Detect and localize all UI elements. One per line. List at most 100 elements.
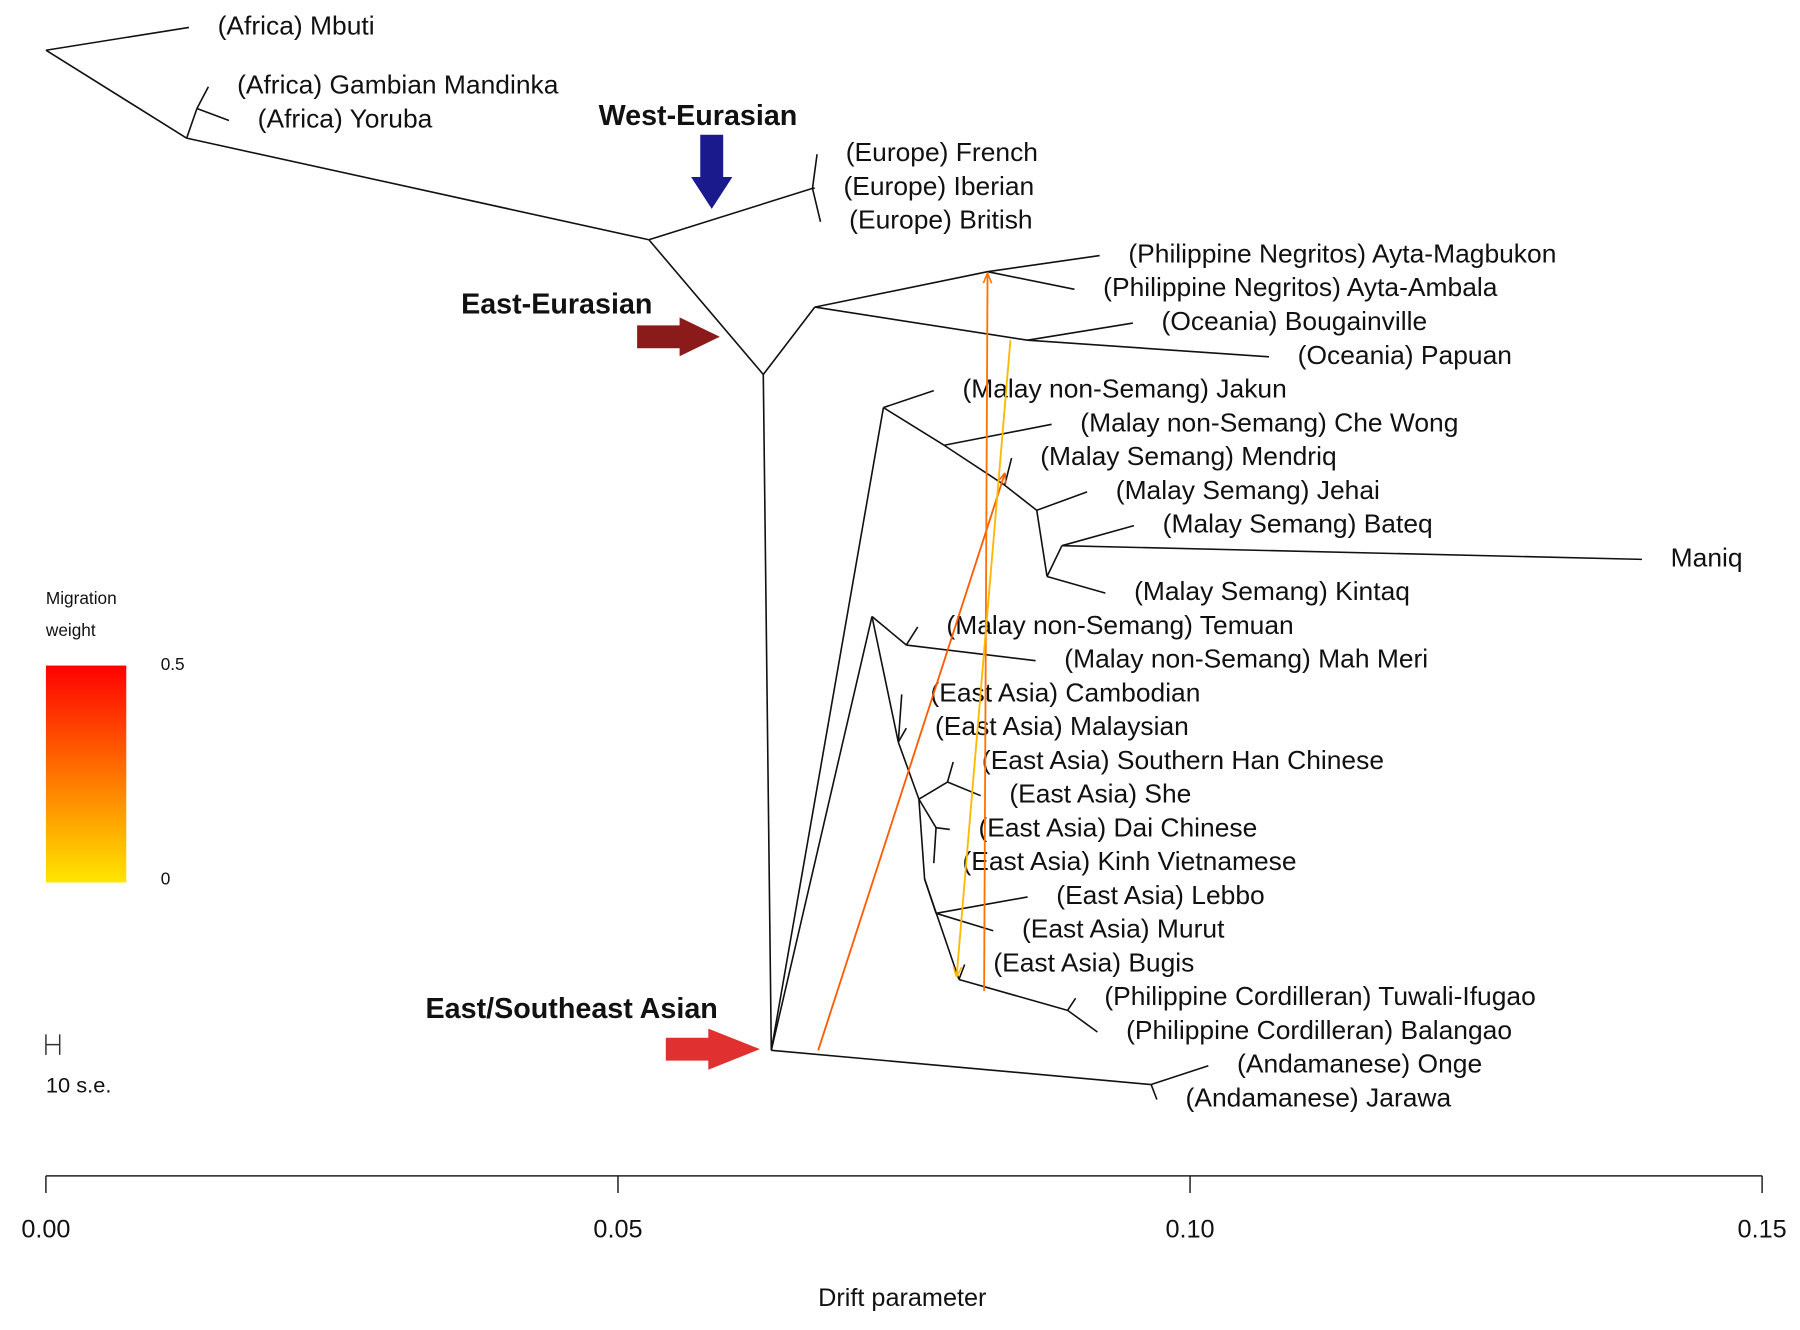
leaf-label: (East Asia) Cambodian — [930, 677, 1200, 707]
branch — [1004, 484, 1038, 511]
leaf-label: (Malay Semang) Jehai — [1116, 475, 1380, 505]
leaf-label: (East Asia) She — [1009, 779, 1191, 809]
branch — [770, 407, 885, 1051]
branch — [762, 374, 773, 1051]
branch — [918, 798, 937, 829]
branch — [196, 86, 210, 109]
x-axis-label: Drift parameter — [818, 1284, 986, 1312]
leaf-label: (Oceania) Papuan — [1298, 340, 1512, 370]
leaf-label: (East Asia) Bugis — [993, 947, 1194, 977]
branch — [947, 781, 981, 797]
branch — [770, 616, 873, 1051]
branch — [946, 761, 954, 783]
leaf-label: (Oceania) Bougainville — [1162, 306, 1428, 336]
leaf-label: (Malay non-Semang) Che Wong — [1080, 407, 1458, 437]
branch — [871, 616, 900, 743]
leaf-label: (Andamanese) Jarawa — [1186, 1083, 1452, 1113]
legend-colorbar — [45, 665, 127, 883]
branch — [943, 423, 1052, 447]
x-tick-label: 0.10 — [1165, 1215, 1214, 1243]
branch — [771, 1049, 1152, 1086]
branch — [943, 444, 1006, 486]
branch — [958, 978, 1068, 1012]
branch — [1027, 322, 1133, 341]
annotation-arrow — [665, 1028, 760, 1070]
leaf-label: (Africa) Mbuti — [218, 10, 375, 40]
branch — [905, 626, 919, 646]
leaf-label: (East Asia) Kinh Vietnamese — [962, 846, 1296, 876]
branch — [987, 270, 1075, 291]
branch — [923, 878, 960, 980]
leaf-label: (Europe) French — [846, 137, 1038, 167]
leaf-label: (Europe) British — [849, 205, 1032, 235]
leaf-label: (East Asia) Lebbo — [1056, 880, 1264, 910]
branch — [958, 964, 966, 980]
branch — [814, 306, 1028, 341]
migration-edge — [817, 474, 1004, 1051]
branch — [897, 727, 908, 743]
branch — [1003, 457, 1013, 486]
annotation-arrow — [637, 317, 720, 357]
branch — [1061, 544, 1643, 561]
branch — [1046, 575, 1106, 594]
leaf-label: (Africa) Yoruba — [258, 104, 433, 134]
legend-tick-label: 0 — [161, 869, 171, 889]
branch — [186, 137, 650, 241]
leaf-label: (East Asia) Southern Han Chinese — [982, 745, 1384, 775]
branch — [935, 826, 950, 831]
branch — [871, 615, 907, 646]
annotation: East-Eurasian — [461, 289, 652, 321]
legend-title: Migration — [46, 588, 117, 608]
branch — [918, 781, 948, 800]
branch — [932, 827, 937, 864]
leaf-labels: (Africa) Mbuti (Africa) Gambian Mandinka (… — [218, 10, 1743, 1112]
branch — [1061, 524, 1135, 547]
leaf-label: (Malay Semang) Bateq — [1163, 509, 1433, 539]
leaf-label: (East Asia) Dai Chinese — [978, 812, 1257, 842]
scale-bar-label: 10 s.e. — [46, 1073, 111, 1098]
branch — [897, 694, 903, 743]
leaf-label: (Philippine Cordilleran) Tuwali-Ifugao — [1104, 981, 1535, 1011]
branch — [811, 188, 822, 222]
branch — [883, 389, 935, 409]
branch — [1150, 1084, 1158, 1100]
branch — [196, 107, 230, 122]
branch — [906, 644, 1036, 662]
branches — [45, 26, 1643, 1100]
branch — [987, 254, 1100, 273]
branch — [1036, 491, 1088, 512]
x-tick-label: 0.05 — [593, 1215, 642, 1243]
leaf-label: (Philippine Negritos) Ayta-Magbukon — [1128, 239, 1556, 269]
branch — [935, 896, 1028, 915]
annotation: West-Eurasian — [599, 100, 798, 132]
migration-edge — [957, 340, 1012, 976]
leaf-label: (Africa) Gambian Mandinka — [237, 70, 559, 100]
branch — [1067, 1009, 1098, 1033]
legend-title: weight — [45, 620, 96, 640]
leaf-label: (Malay non-Semang) Mah Meri — [1064, 644, 1428, 674]
branch — [45, 26, 190, 52]
leaf-label: (Malay Semang) Mendriq — [1040, 441, 1336, 471]
branch — [762, 306, 816, 375]
leaf-label: (Philippine Negritos) Ayta-Ambala — [1103, 272, 1498, 302]
branch — [1035, 510, 1048, 577]
leaf-label: (Malay non-Semang) Jakun — [962, 374, 1286, 404]
branch — [814, 270, 988, 308]
leaf-label: (East Asia) Murut — [1022, 914, 1225, 944]
leaf-label: Maniq — [1671, 542, 1743, 572]
branch — [1046, 545, 1063, 577]
x-tick-label: 0.15 — [1738, 1215, 1787, 1243]
leaf-label: (Philippine Cordilleran) Balangao — [1126, 1015, 1512, 1045]
branch — [1027, 339, 1270, 358]
leaf-label: (Malay Semang) Kintaq — [1134, 576, 1410, 606]
leaf-label: (Malay non-Semang) Temuan — [946, 610, 1293, 640]
branch — [882, 406, 945, 446]
branch — [45, 49, 188, 139]
branch — [185, 108, 198, 139]
branch — [648, 239, 764, 375]
legend-tick-label: 0.5 — [161, 654, 185, 674]
branch — [1066, 997, 1077, 1011]
scale-bar — [45, 1034, 61, 1055]
